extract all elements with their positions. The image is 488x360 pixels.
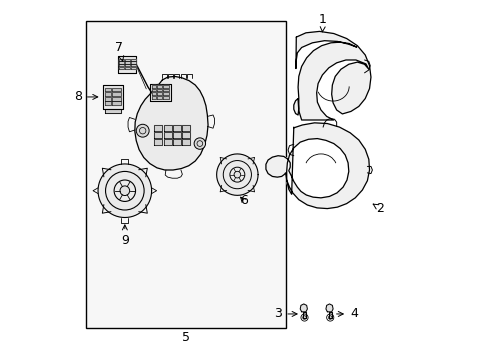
Polygon shape [130,62,135,64]
Polygon shape [151,92,156,95]
Polygon shape [173,132,181,138]
Polygon shape [154,132,162,138]
Text: 6: 6 [239,194,247,207]
Polygon shape [105,97,111,101]
Polygon shape [135,76,207,170]
Polygon shape [105,88,111,91]
Polygon shape [154,139,162,145]
Polygon shape [182,132,190,138]
Polygon shape [151,96,156,99]
Text: 1: 1 [319,13,326,32]
Polygon shape [151,89,156,91]
Polygon shape [112,92,121,96]
Polygon shape [216,154,258,195]
Polygon shape [105,92,111,96]
Polygon shape [265,123,369,208]
Polygon shape [118,56,136,73]
Text: 8: 8 [74,90,98,103]
Polygon shape [325,304,332,312]
Polygon shape [163,125,171,131]
Polygon shape [98,164,151,217]
Polygon shape [119,59,124,61]
Polygon shape [163,139,171,145]
Polygon shape [157,92,162,95]
Circle shape [120,186,129,195]
Circle shape [194,138,205,149]
Polygon shape [119,62,124,64]
Polygon shape [163,85,168,88]
Polygon shape [265,123,369,208]
Polygon shape [105,109,121,113]
Polygon shape [163,96,168,99]
Polygon shape [149,84,171,102]
Circle shape [234,171,240,178]
Polygon shape [154,125,162,131]
Text: 4: 4 [336,307,357,320]
Polygon shape [163,132,171,138]
Text: 2: 2 [372,202,384,215]
Polygon shape [112,102,121,105]
Polygon shape [112,97,121,101]
Circle shape [136,124,149,137]
Polygon shape [130,67,135,69]
Text: 5: 5 [181,331,189,344]
Polygon shape [293,31,370,120]
Polygon shape [303,312,305,318]
Polygon shape [182,125,190,131]
Polygon shape [173,125,181,131]
Polygon shape [157,96,162,99]
Polygon shape [124,67,130,69]
Polygon shape [157,89,162,91]
Polygon shape [103,85,123,109]
Polygon shape [300,304,307,312]
Text: 3: 3 [274,307,297,320]
Text: 7: 7 [115,41,123,61]
Polygon shape [124,59,130,61]
Polygon shape [163,92,168,95]
Polygon shape [157,85,162,88]
Polygon shape [124,62,130,64]
Polygon shape [130,64,135,66]
Polygon shape [130,59,135,61]
Polygon shape [328,312,331,318]
Polygon shape [151,85,156,88]
Polygon shape [173,139,181,145]
Polygon shape [119,67,124,69]
Polygon shape [124,64,130,66]
Polygon shape [182,139,190,145]
Polygon shape [112,88,121,91]
Bar [85,21,285,328]
Text: 9: 9 [121,225,128,247]
Polygon shape [119,64,124,66]
Polygon shape [163,89,168,91]
Polygon shape [105,102,111,105]
